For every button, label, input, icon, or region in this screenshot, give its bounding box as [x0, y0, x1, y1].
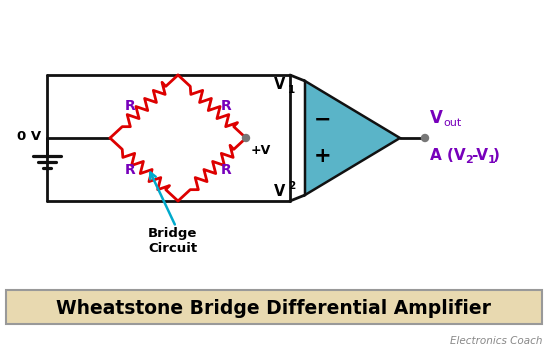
- FancyBboxPatch shape: [6, 290, 542, 324]
- Text: R: R: [221, 99, 232, 114]
- Text: 0 V: 0 V: [17, 130, 41, 142]
- Text: A (V: A (V: [430, 148, 466, 164]
- Circle shape: [421, 135, 428, 142]
- Text: 1: 1: [288, 85, 295, 95]
- Text: V: V: [430, 109, 443, 127]
- Text: out: out: [443, 118, 461, 128]
- Text: +V: +V: [251, 144, 271, 158]
- Text: Electronics Coach: Electronics Coach: [449, 336, 542, 346]
- Text: ): ): [493, 148, 500, 164]
- Text: +: +: [314, 146, 332, 166]
- Text: Wheatstone Bridge Differential Amplifier: Wheatstone Bridge Differential Amplifier: [57, 299, 492, 317]
- Text: R: R: [125, 163, 135, 176]
- Text: −: −: [314, 110, 332, 130]
- Polygon shape: [305, 81, 400, 195]
- Text: 2: 2: [288, 181, 295, 191]
- Text: R: R: [125, 99, 135, 114]
- Circle shape: [243, 135, 250, 142]
- Text: 2: 2: [465, 155, 473, 165]
- Text: Circuit: Circuit: [148, 241, 197, 255]
- Text: V: V: [274, 184, 285, 199]
- Text: 1: 1: [488, 155, 496, 165]
- Text: -V: -V: [471, 148, 488, 164]
- Text: R: R: [221, 163, 232, 176]
- Text: V: V: [274, 77, 285, 92]
- Text: Bridge: Bridge: [148, 226, 197, 240]
